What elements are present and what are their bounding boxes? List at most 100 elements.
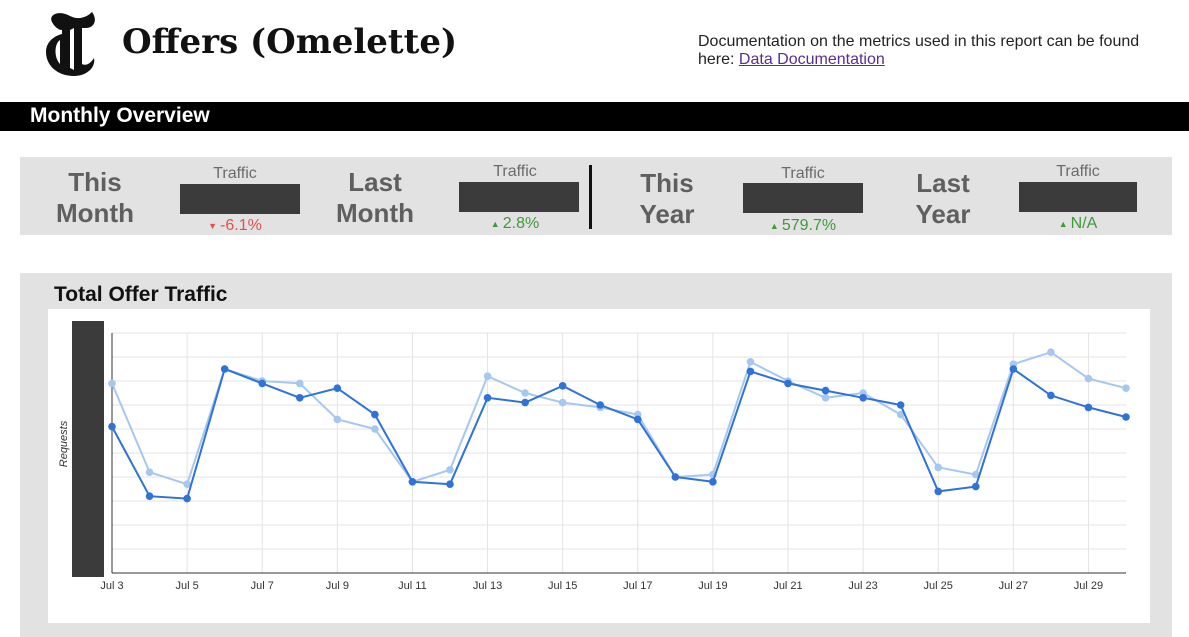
chart-card (48, 309, 1150, 623)
kpi-this-month-value-redacted (180, 184, 300, 214)
chart-title: Total Offer Traffic (54, 283, 228, 306)
series-1-point (671, 473, 680, 481)
series-2-point (521, 389, 529, 397)
series-1-point (446, 480, 454, 488)
series-2-point (971, 470, 980, 479)
series-2-point (746, 358, 755, 366)
series-2-point (371, 425, 379, 433)
series-1-point (1122, 413, 1130, 421)
x-tick-label: Jul 23 (848, 580, 877, 592)
series-1-point (371, 410, 379, 419)
data-documentation-link[interactable]: Data Documentation (738, 51, 885, 68)
kpi-last-year-period-line2: Year (915, 199, 971, 229)
x-tick-label: Jul 7 (251, 580, 274, 592)
series-1-point (183, 494, 191, 503)
arrow-up-icon: ▲ (490, 219, 500, 229)
series-2-point (483, 372, 492, 380)
series-1-point (1084, 403, 1093, 412)
series-1-line (111, 367, 1127, 500)
series-1-point (558, 382, 567, 390)
series-2-point (1084, 374, 1093, 383)
series-2-point (821, 394, 830, 402)
series-1-point (295, 394, 304, 402)
x-tick-label: Jul 19 (698, 580, 727, 592)
series-1-point (709, 478, 717, 486)
kpi-this-year-change: ▲ 579.7% (743, 217, 863, 235)
series-2-point (183, 480, 191, 488)
x-tick-label: Jul 13 (473, 580, 502, 592)
x-tick-label: Jul 21 (773, 580, 802, 592)
documentation-text: Documentation on the metrics used in thi… (698, 33, 1140, 68)
kpi-divider (589, 165, 592, 229)
section-title: Monthly Overview (30, 104, 210, 127)
series-1-point (333, 384, 342, 392)
series-2-point (1047, 348, 1055, 356)
traffic-line-chart: Jul 3 Jul 5 Jul 7 Jul 9 Jul 11 Jul 13 Jul 15 Ju… (72, 321, 1130, 592)
series-2-point (934, 463, 943, 472)
kpi-last-year-change: ▲ N/A (1019, 215, 1137, 233)
kpi-last-month-period-line2: Month (336, 198, 414, 228)
y-axis-ticks-redacted (72, 321, 104, 577)
x-tick-label: Jul 17 (623, 580, 652, 592)
kpi-this-year-value-redacted (743, 183, 863, 213)
series-1-point (108, 422, 116, 431)
series-1-point (596, 401, 605, 409)
kpi-last-month-period: Last Month (320, 167, 430, 229)
series-2-line (111, 351, 1127, 486)
series-1-point (934, 487, 943, 496)
series-1-point (258, 379, 267, 388)
series-2-point (108, 379, 116, 388)
kpi-this-year-period-line2: Year (639, 199, 695, 229)
documentation-note: Documentation on the metrics used in thi… (698, 33, 1158, 69)
arrow-up-icon: ▲ (1058, 219, 1068, 229)
series-1-point (483, 394, 492, 402)
kpi-last-year-period: Last Year (888, 168, 998, 230)
x-tick-label: Jul 25 (924, 580, 953, 592)
series-2-point (333, 415, 342, 424)
series-1-point (521, 398, 529, 407)
kpi-this-month-period-line1: This (68, 167, 122, 197)
series-1-point (859, 394, 867, 402)
series-2-point (1122, 384, 1130, 392)
kpi-last-year-period-line1: Last (916, 168, 970, 198)
x-tick-label: Jul 9 (326, 580, 349, 592)
series-1-point (896, 401, 905, 409)
kpi-this-year-metric-label: Traffic (781, 165, 825, 182)
series-2-point (446, 466, 454, 474)
x-tick-label: Jul 29 (1074, 580, 1103, 592)
arrow-down-icon: ▼ (208, 221, 218, 231)
series-1-point (220, 365, 229, 373)
kpi-last-year-value-redacted (1019, 182, 1137, 212)
report-title: Offers (Omelette) (122, 22, 458, 62)
series-2-point (145, 468, 154, 476)
kpi-last-month-metric-label: Traffic (493, 163, 537, 180)
section-band (0, 102, 1189, 131)
kpi-last-year-metric-label: Traffic (1056, 163, 1100, 180)
series-1-point (633, 415, 642, 424)
x-tick-label: Jul 11 (398, 580, 427, 592)
kpi-this-year-period-line1: This (640, 168, 694, 198)
x-tick-label: Jul 15 (548, 580, 577, 592)
series-2-point (896, 410, 905, 419)
nyt-logo (46, 12, 95, 76)
series-1-point (746, 367, 755, 376)
series-2-point (295, 379, 304, 388)
kpi-last-month-value-redacted (459, 182, 579, 212)
kpi-this-month-period: This Month (40, 167, 150, 229)
kpi-this-year-change-value: 579.7% (781, 217, 837, 234)
kpi-this-month-metric-label: Traffic (213, 165, 257, 182)
kpi-this-month-change: ▼ -6.1% (180, 217, 290, 235)
x-tick-label: Jul 3 (100, 580, 123, 592)
series-1-point (1009, 365, 1018, 373)
series-1-point (971, 482, 980, 491)
kpi-last-month-period-line1: Last (348, 167, 402, 197)
kpi-last-year-change-value: N/A (1070, 215, 1098, 232)
series-1-point (821, 386, 830, 395)
x-tick-label: Jul 27 (999, 580, 1028, 592)
arrow-up-icon: ▲ (769, 221, 779, 231)
kpi-this-month-change-value: -6.1% (220, 217, 262, 234)
series-1-point (145, 492, 154, 500)
x-tick-label: Jul 5 (175, 580, 198, 592)
kpi-last-month-change-value: 2.8% (502, 215, 540, 232)
series-1-point (1047, 391, 1055, 400)
